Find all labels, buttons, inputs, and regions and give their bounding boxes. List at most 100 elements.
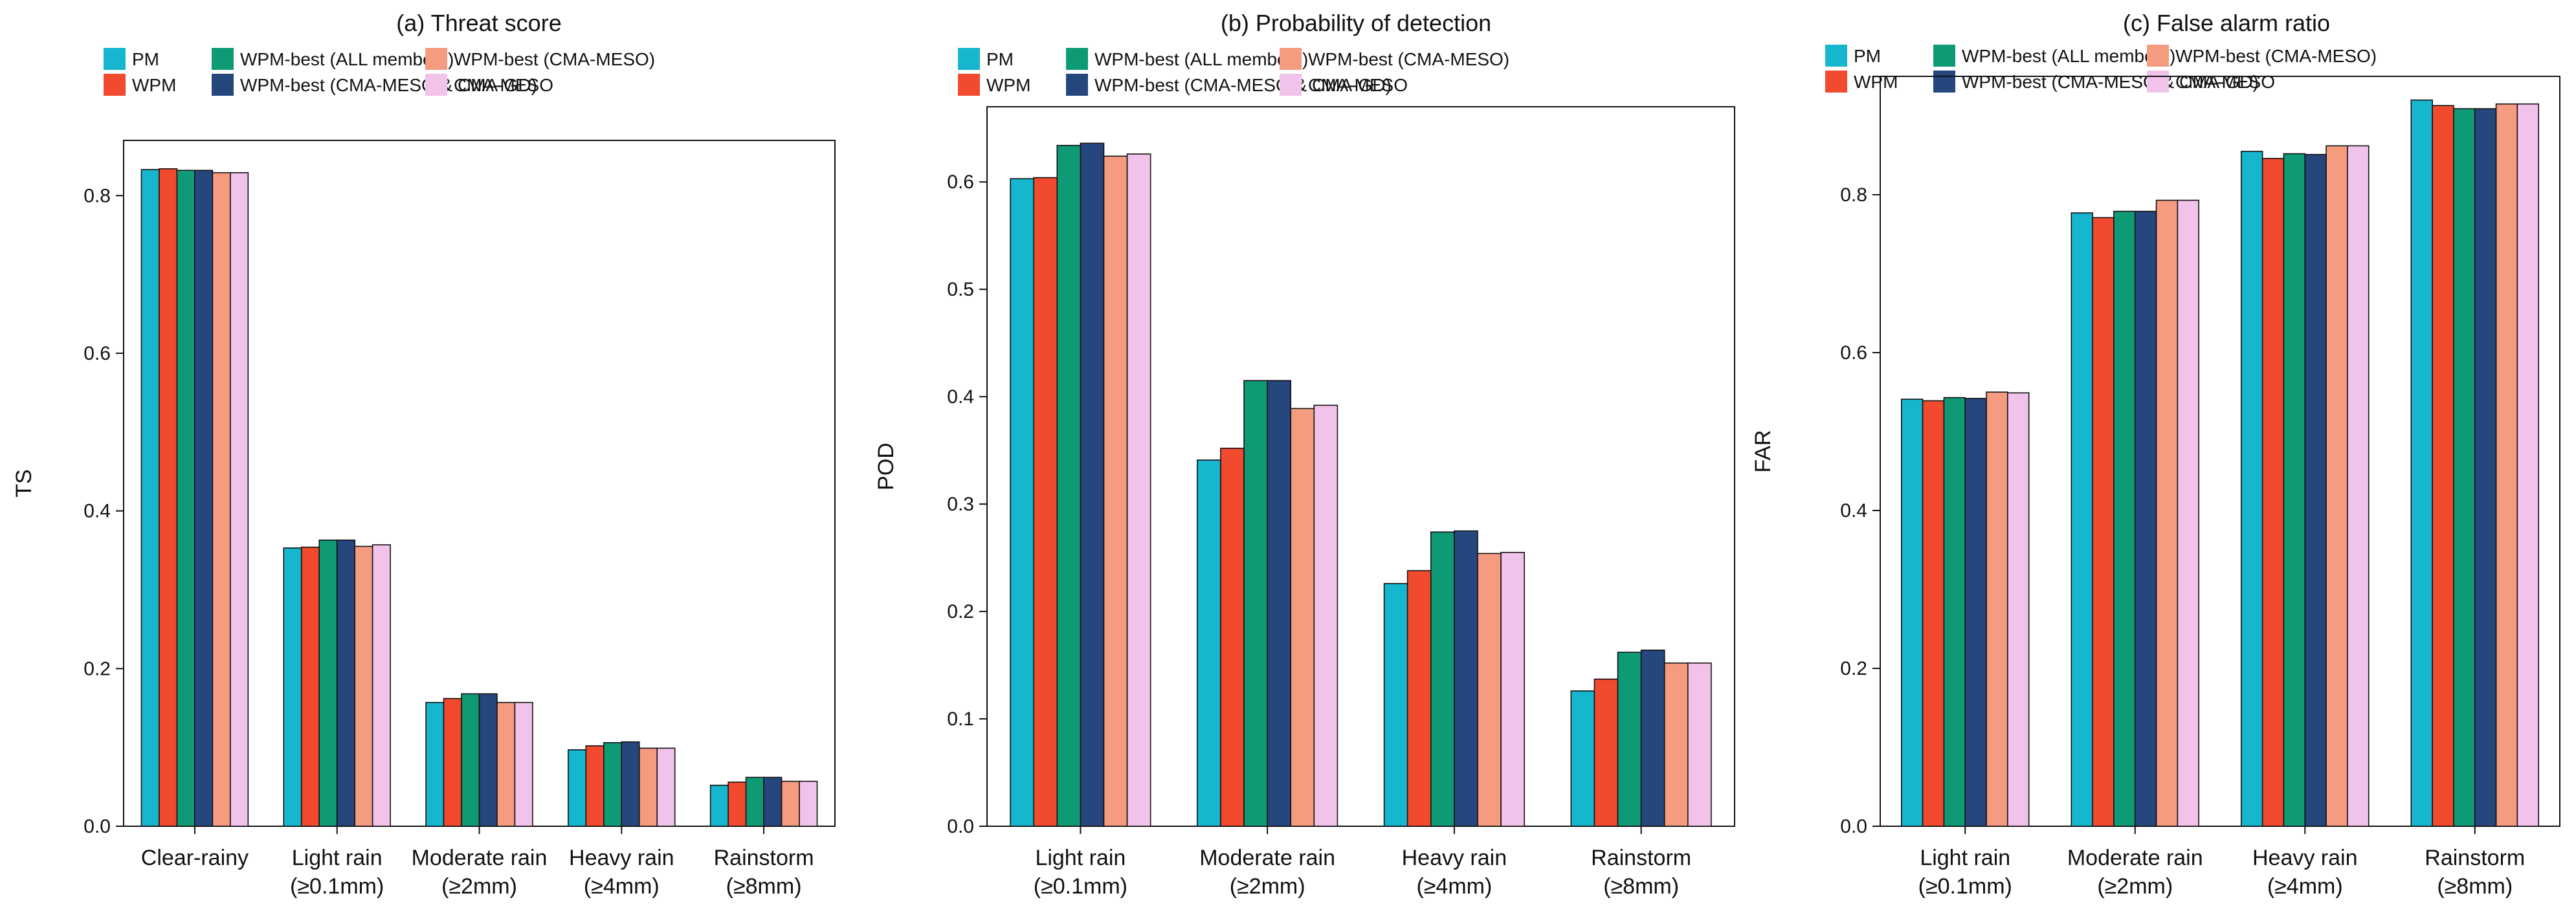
bar — [2516, 103, 2539, 827]
bar — [478, 693, 498, 827]
y-tick-label: 0.5 — [947, 279, 974, 300]
y-tick-label: 0.0 — [947, 816, 974, 837]
category-sublabel: (≥0.1mm) — [1034, 874, 1127, 899]
bar — [1033, 177, 1058, 827]
y-tick-label: 0.8 — [83, 185, 111, 206]
bar — [1197, 459, 1221, 827]
y-tick-label: 0.4 — [1840, 500, 1867, 521]
legend-swatch — [425, 48, 447, 70]
legend-swatch — [1933, 45, 1955, 67]
legend-swatch — [1825, 45, 1847, 67]
legend-label: WPM-best (CMA-MESO) — [1308, 49, 1509, 69]
bar — [781, 780, 800, 827]
legend-label: CMA-MESO — [454, 75, 553, 95]
legend-label: WPM-best (CMA-MESO & CMA-GD) — [240, 75, 537, 95]
category-sublabel: (≥2mm) — [441, 874, 517, 899]
bar — [461, 693, 480, 827]
bar — [176, 170, 195, 827]
legend-swatch — [425, 74, 447, 96]
y-tick-label: 0.6 — [83, 343, 111, 364]
legend-swatch — [1066, 74, 1088, 96]
category-sublabel: (≥2mm) — [2097, 874, 2173, 899]
category-sublabel: (≥0.1mm) — [1918, 874, 2012, 899]
category-sublabel: (≥4mm) — [584, 874, 660, 899]
bar — [1406, 570, 1432, 827]
legend-label: WPM — [132, 75, 176, 95]
bar — [1313, 404, 1338, 827]
legend-label: PM — [132, 49, 159, 69]
panel-probability-of-detection: (b) Probability of detection PM WPM WPM-bes… — [874, 10, 1735, 899]
bar — [2326, 145, 2348, 827]
bar — [2453, 108, 2476, 827]
bar — [425, 701, 445, 827]
category-label: Heavy rain — [569, 846, 674, 870]
category-sublabel: (≥4mm) — [1416, 874, 1492, 899]
legend-label: WPM — [1854, 72, 1898, 92]
bar — [2007, 392, 2030, 827]
category-label: Light rain — [292, 846, 383, 870]
legend-label: WPM-best (ALL members) — [1094, 49, 1308, 69]
category-label: Heavy rain — [1402, 846, 1507, 870]
y-tick-label: 0.1 — [947, 708, 974, 730]
category-label: Rainstorm — [1591, 846, 1691, 870]
bar — [603, 742, 623, 827]
bar — [2071, 212, 2093, 827]
category-label: Rainstorm — [2425, 846, 2525, 870]
bar — [621, 741, 640, 827]
bar — [1640, 650, 1665, 827]
bar — [283, 547, 302, 827]
bar — [1943, 397, 1966, 827]
bar — [140, 169, 160, 827]
panel-threat-score: (a) Threat score PM WPM WPM-best (ALL membe… — [12, 10, 836, 899]
bar — [2347, 145, 2370, 827]
bar — [763, 776, 783, 827]
legend-swatch — [2147, 71, 2169, 93]
category-sublabel: (≥8mm) — [2437, 874, 2513, 899]
category-sublabel: (≥8mm) — [726, 874, 802, 899]
bar — [2177, 199, 2199, 827]
bar — [300, 546, 320, 827]
bar — [568, 749, 587, 827]
legend-swatch — [104, 74, 126, 96]
y-tick-label: 0.8 — [1840, 184, 1867, 206]
bar — [1056, 144, 1082, 827]
plot-frame — [986, 106, 1735, 827]
bar — [1922, 400, 1945, 827]
bar — [2113, 210, 2136, 827]
category-label: Moderate rain — [1199, 846, 1335, 870]
legend-label: WPM-best (CMA-MESO & CMA-GD) — [1962, 72, 2259, 92]
legend-label: PM — [1854, 46, 1881, 66]
legend-swatch — [1280, 48, 1302, 70]
legend-swatch — [2147, 45, 2169, 67]
bar — [1243, 380, 1268, 827]
bar — [159, 168, 178, 827]
y-tick-label: 0.2 — [1840, 658, 1867, 679]
bar — [585, 745, 605, 827]
legend-swatch — [212, 74, 234, 96]
bar — [1477, 553, 1502, 827]
bar — [372, 544, 391, 827]
bar — [799, 780, 818, 827]
category-label: Moderate rain — [2067, 846, 2203, 870]
y-axis-label: TS — [12, 469, 36, 497]
bar — [443, 697, 462, 827]
category-label: Light rain — [1920, 846, 2010, 870]
bar — [1220, 447, 1245, 827]
legend-label: CMA-MESO — [1308, 75, 1408, 95]
chart-title: (c) False alarm ratio — [2123, 10, 2330, 36]
category-label: Moderate rain — [412, 846, 548, 870]
y-tick-label: 0.2 — [83, 658, 111, 679]
category-sublabel: (≥4mm) — [2267, 874, 2343, 899]
bar — [2474, 108, 2497, 827]
category-sublabel: (≥2mm) — [1230, 874, 1305, 899]
bar — [514, 701, 533, 827]
bar — [1454, 530, 1478, 827]
plot-frame — [1880, 76, 2560, 827]
bar — [1986, 391, 2008, 827]
y-tick-label: 0.3 — [947, 494, 974, 515]
bar — [2134, 210, 2157, 827]
legend-swatch — [1066, 48, 1088, 70]
bar — [318, 539, 338, 827]
bar — [1430, 531, 1455, 827]
